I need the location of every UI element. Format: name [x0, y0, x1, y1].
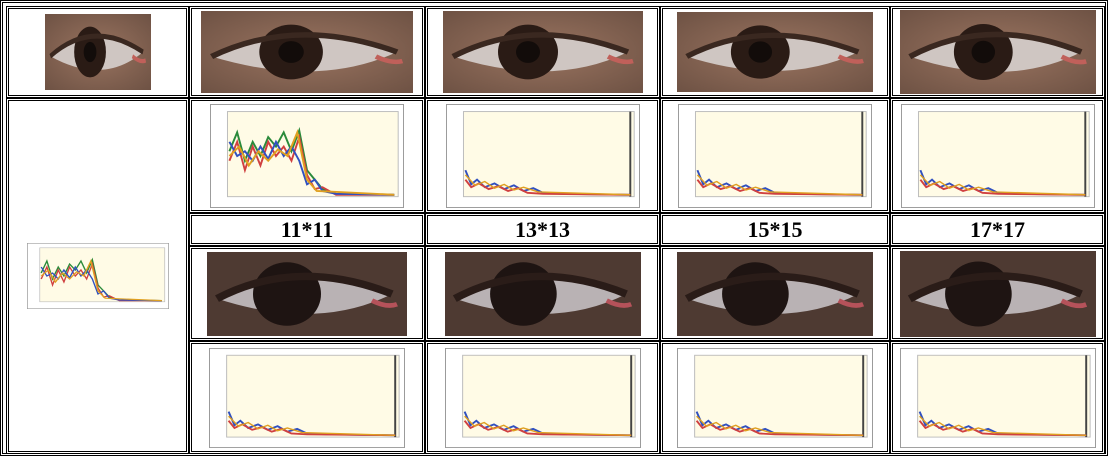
- histogram-image: [210, 104, 404, 208]
- histogram-cell: [890, 341, 1105, 454]
- image-cell: [425, 246, 660, 341]
- label-cell: 17*17: [890, 213, 1105, 246]
- histogram-image: [27, 243, 169, 309]
- histogram-image: [901, 104, 1095, 208]
- image-cell: [189, 6, 425, 98]
- histogram-cell: [189, 341, 425, 454]
- image-cell: [890, 246, 1105, 341]
- histogram-cell: [425, 341, 660, 454]
- histogram-image: [446, 104, 640, 208]
- histogram-cell: [660, 98, 890, 213]
- histogram-image: [445, 348, 641, 448]
- image-cell: [6, 6, 189, 98]
- eye-image: [900, 10, 1096, 94]
- histogram-cell: [189, 98, 425, 213]
- eye-image: [443, 11, 643, 93]
- histogram-image: [209, 348, 405, 448]
- histogram-cell: [425, 98, 660, 213]
- kernel-label: 13*13: [515, 216, 570, 242]
- eye-image: [677, 252, 873, 336]
- label-cell: 15*15: [660, 213, 890, 246]
- histogram-cell: [6, 98, 189, 454]
- eye-image: [45, 14, 151, 90]
- image-cell: [890, 6, 1105, 98]
- image-cell: [660, 6, 890, 98]
- kernel-label: 17*17: [970, 216, 1025, 242]
- kernel-label: 11*11: [280, 216, 334, 242]
- label-cell: 13*13: [425, 213, 660, 246]
- eye-image: [445, 252, 641, 336]
- label-cell: 11*11: [189, 213, 425, 246]
- image-cell: [425, 6, 660, 98]
- eye-image: [201, 11, 413, 93]
- eye-image: [207, 252, 407, 336]
- histogram-image: [900, 348, 1096, 448]
- histogram-cell: [890, 98, 1105, 213]
- image-cell: [660, 246, 890, 341]
- eye-image: [677, 12, 873, 92]
- kernel-label: 15*15: [747, 216, 803, 242]
- histogram-image: [678, 104, 872, 208]
- histogram-image: [677, 348, 873, 448]
- image-cell: [189, 246, 425, 341]
- eye-image: [900, 251, 1096, 337]
- histogram-cell: [660, 341, 890, 454]
